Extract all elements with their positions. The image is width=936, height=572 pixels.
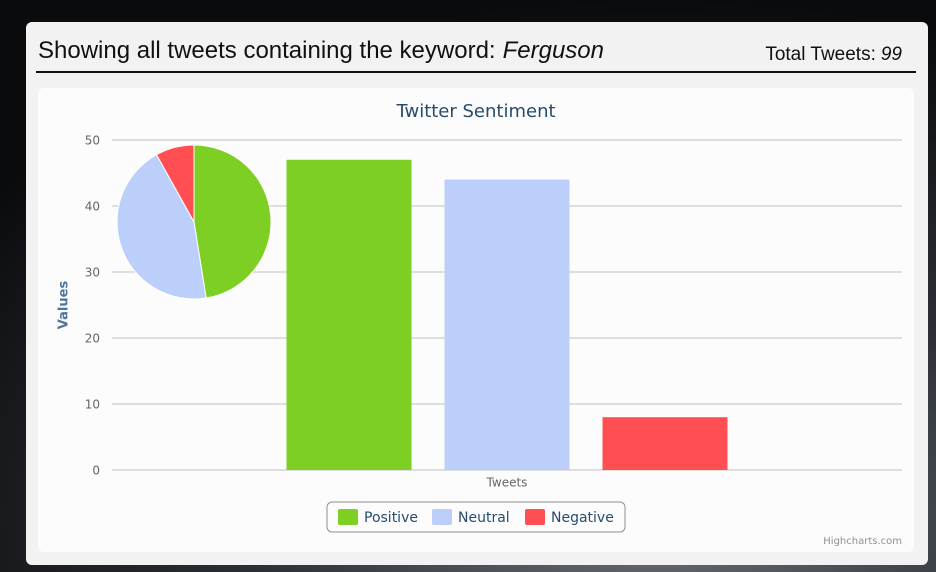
keyword: Ferguson <box>503 37 604 64</box>
header-title: Showing all tweets containing the keywor… <box>38 37 604 64</box>
legend-label: Positive <box>364 510 418 526</box>
header-text: Showing all tweets containing the keywor… <box>38 37 496 64</box>
y-tick-label: 10 <box>85 398 100 412</box>
legend-label: Neutral <box>458 510 510 526</box>
legend-box <box>326 501 626 533</box>
y-tick-label: 0 <box>92 464 100 478</box>
y-tick-label: 40 <box>85 200 100 214</box>
legend-item[interactable]: Neutral <box>432 509 510 526</box>
credits: Highcharts.com <box>823 536 902 547</box>
total-value: 99 <box>881 44 903 65</box>
total-label: Total Tweets: <box>765 44 876 65</box>
bar <box>286 159 412 471</box>
total-tweets: Total Tweets: 99 <box>765 44 902 65</box>
pie-slice <box>116 154 207 300</box>
legend-item[interactable]: Positive <box>338 509 418 526</box>
legend-swatch <box>525 509 545 525</box>
legend-swatch <box>338 509 358 525</box>
bar <box>444 179 570 470</box>
chart-title: Twitter Sentiment <box>395 101 555 122</box>
pie-slice <box>155 144 195 224</box>
y-tick-label: 30 <box>85 266 100 280</box>
y-axis-title: Values <box>57 281 72 330</box>
bar <box>602 417 728 470</box>
legend-swatch <box>432 509 452 525</box>
y-tick-label: 50 <box>85 134 100 148</box>
x-tick-label: Tweets <box>486 476 528 490</box>
y-tick-label: 20 <box>85 332 100 346</box>
legend-item[interactable]: Negative <box>525 509 614 526</box>
legend-label: Negative <box>551 510 614 526</box>
pie-slice <box>193 144 272 299</box>
plot: 0 10 20 30 40 50 Tweets Positive Neutral Negative <box>85 134 902 526</box>
